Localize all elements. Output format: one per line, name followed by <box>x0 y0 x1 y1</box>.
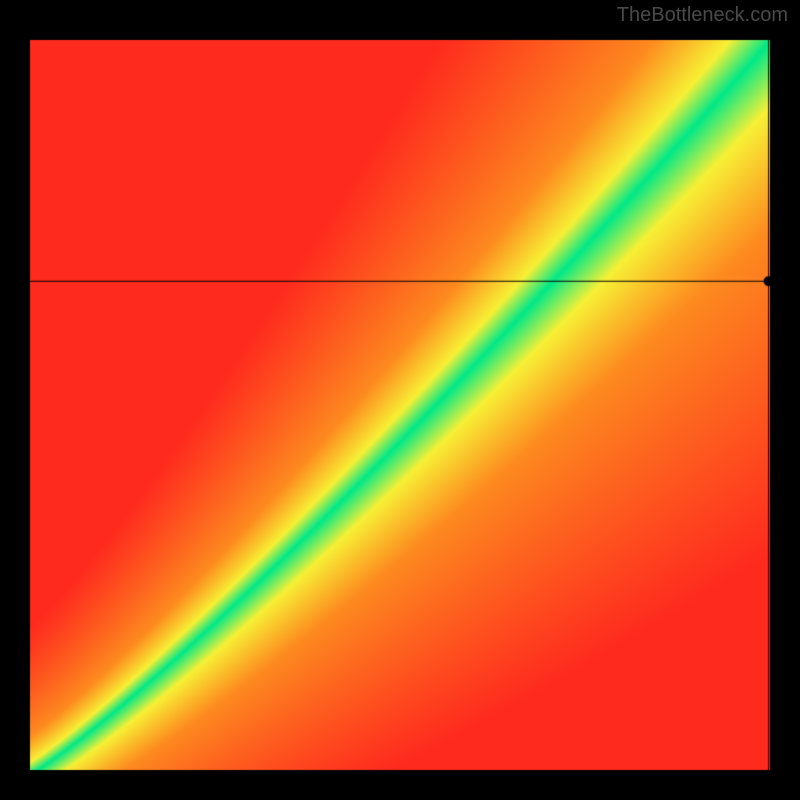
heatmap-canvas <box>20 30 780 780</box>
chart-container: TheBottleneck.com <box>0 0 800 800</box>
watermark-text: TheBottleneck.com <box>617 4 788 27</box>
heatmap-plot <box>20 30 780 780</box>
